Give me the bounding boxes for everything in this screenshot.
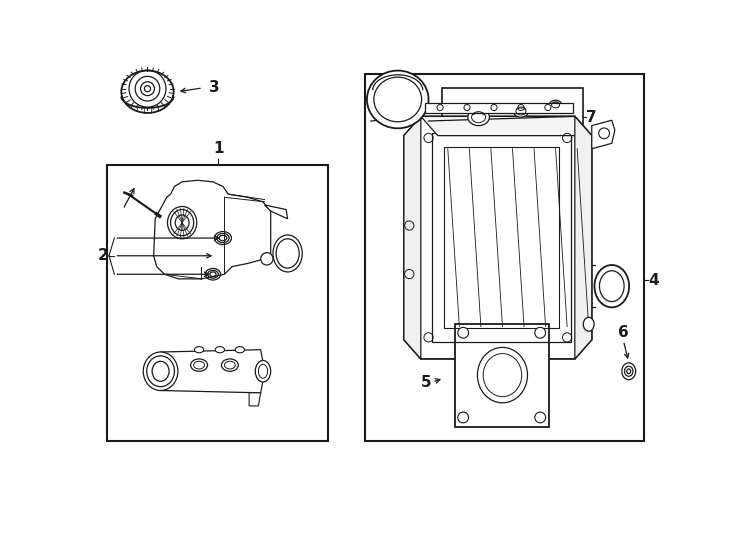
Ellipse shape: [477, 347, 528, 403]
Text: 3: 3: [209, 80, 219, 96]
Polygon shape: [421, 117, 592, 136]
Polygon shape: [592, 120, 615, 148]
Ellipse shape: [152, 361, 169, 381]
Polygon shape: [153, 180, 271, 279]
Text: 4: 4: [648, 273, 658, 288]
Text: 1: 1: [213, 140, 224, 156]
Ellipse shape: [236, 347, 244, 353]
Ellipse shape: [195, 347, 204, 353]
Ellipse shape: [121, 71, 174, 113]
Ellipse shape: [550, 100, 562, 110]
Polygon shape: [161, 350, 263, 393]
Text: 6: 6: [618, 325, 629, 340]
Ellipse shape: [147, 356, 175, 387]
Polygon shape: [425, 103, 573, 112]
Ellipse shape: [222, 359, 239, 372]
Polygon shape: [575, 117, 592, 359]
Circle shape: [458, 412, 468, 423]
Ellipse shape: [513, 105, 528, 117]
Circle shape: [535, 412, 545, 423]
Polygon shape: [456, 323, 550, 427]
Circle shape: [458, 327, 468, 338]
Circle shape: [261, 253, 273, 265]
Ellipse shape: [595, 265, 629, 307]
Text: 7: 7: [586, 110, 597, 125]
Polygon shape: [404, 117, 592, 359]
Ellipse shape: [215, 347, 225, 353]
Text: 5: 5: [421, 375, 432, 389]
Text: 2: 2: [98, 248, 108, 264]
Ellipse shape: [143, 352, 178, 390]
Polygon shape: [264, 205, 288, 219]
Ellipse shape: [468, 109, 490, 126]
Polygon shape: [249, 393, 261, 406]
Ellipse shape: [367, 71, 429, 129]
Circle shape: [535, 327, 545, 338]
Ellipse shape: [255, 361, 271, 382]
Ellipse shape: [191, 359, 208, 372]
Polygon shape: [404, 117, 421, 359]
Ellipse shape: [584, 318, 594, 331]
